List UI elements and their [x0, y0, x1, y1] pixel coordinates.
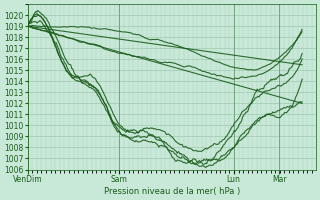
X-axis label: Pression niveau de la mer( hPa ): Pression niveau de la mer( hPa )	[104, 187, 240, 196]
